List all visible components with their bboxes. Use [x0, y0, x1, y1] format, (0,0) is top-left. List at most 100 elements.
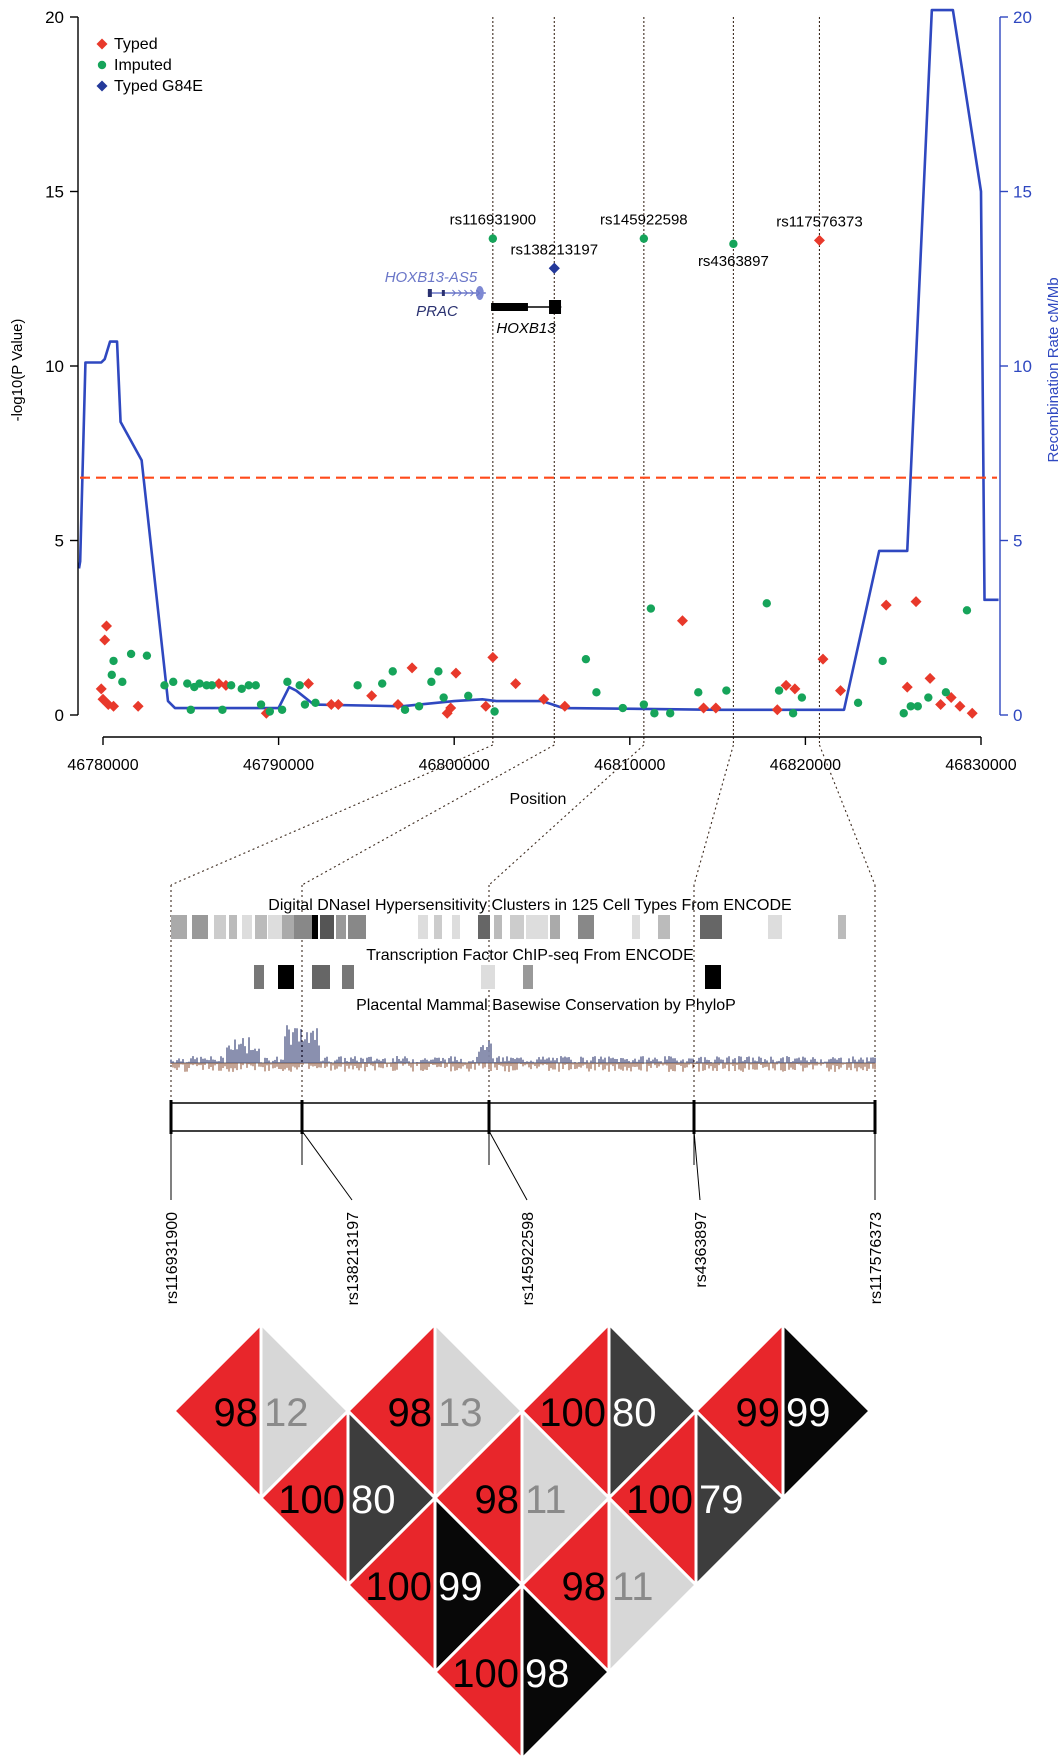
snp-point-imputed: [646, 604, 656, 613]
x-tick-label: 46820000: [770, 757, 841, 774]
snp-point-imputed: [592, 688, 601, 697]
snp-point-imputed: [694, 688, 703, 697]
snp-point-imputed: [226, 681, 236, 690]
snp-point-imputed: [118, 677, 127, 687]
y2-tick-label: 20: [1013, 8, 1032, 27]
snp-point-imputed: [434, 667, 443, 676]
ld-value-left: 99: [736, 1391, 781, 1435]
ld-value-left: 98: [562, 1565, 607, 1609]
dnase-cluster-box: [700, 915, 722, 939]
ld-value-right: 80: [351, 1478, 396, 1522]
snp-point-imputed: [788, 709, 798, 718]
snp-point-typed: [924, 672, 936, 684]
dnase-cluster-box: [312, 915, 318, 939]
dnase-cluster-box: [229, 915, 237, 939]
snp-point-typed: [366, 690, 378, 702]
snp-point-typed: [880, 599, 892, 611]
dnase-cluster-box: [171, 915, 187, 939]
zoom-connector-line: [818, 744, 876, 886]
snp-point-imputed: [378, 679, 387, 688]
dnase-cluster-box: [192, 915, 208, 939]
snp-points: [95, 262, 978, 719]
snp-point-typed: [487, 651, 499, 663]
ld-value-right: 13: [438, 1391, 483, 1435]
y-tick-label: 5: [55, 532, 64, 551]
snp-point-imputed: [107, 670, 116, 680]
highlighted-snp-marker: [813, 234, 825, 246]
snp-label-leader: [693, 1130, 701, 1201]
x-tick-label: 46800000: [419, 757, 490, 774]
y-tick-label: 10: [45, 357, 64, 376]
snp-point-typed: [966, 707, 978, 719]
dnase-cluster-box: [768, 915, 782, 939]
gene-label-prac: PRAC: [416, 303, 458, 320]
dnase-cluster-box: [214, 915, 226, 939]
snp-point-imputed: [913, 702, 922, 711]
legend: Typed Imputed Typed G84E: [96, 36, 203, 95]
dnase-cluster-box: [434, 915, 442, 939]
snp-point-typed: [101, 620, 113, 632]
snp-point-imputed: [277, 705, 287, 714]
dnase-track-title: Digital DNaseI Hypersensitivity Clusters…: [268, 897, 791, 914]
snp-point-typed: [901, 681, 913, 693]
gene-label-hoxb13: HOXB13: [496, 320, 556, 337]
snp-guide-lines: [492, 17, 820, 745]
snp-point-imputed: [924, 693, 933, 702]
snp-point-imputed: [581, 654, 591, 664]
highlighted-snp-label: rs4363897: [698, 253, 769, 270]
snp-point-imputed: [353, 681, 362, 690]
snp-point-imputed: [169, 677, 178, 687]
x-tick-label: 46810000: [594, 757, 665, 774]
ld-value-right: 79: [699, 1478, 744, 1522]
snp-point-imputed: [853, 698, 863, 707]
gene-label-hoxb13-as5: HOXB13-AS5: [385, 269, 478, 286]
tfbs-box: [481, 965, 495, 989]
snp-point-imputed: [160, 681, 169, 690]
highlighted-snp-label: rs116931900: [450, 212, 536, 229]
tf-chipseq-track: [254, 965, 721, 989]
snp-point-imputed: [218, 705, 227, 714]
ld-value-right: 11: [612, 1565, 654, 1609]
dnase-cluster-box: [282, 915, 294, 939]
legend-marker: [96, 80, 108, 92]
phylop-conservation-track: [170, 1025, 876, 1072]
highlighted-snp-label: rs117576373: [776, 213, 862, 230]
snp-point-typed: [835, 685, 847, 697]
x-tick-label: 46830000: [945, 757, 1016, 774]
recombination-rate-polyline: [77, 8, 999, 712]
snp-point-typed: [910, 596, 922, 608]
snp-point-typed: [676, 615, 688, 627]
dnase-cluster-box: [348, 915, 366, 939]
snp-point-imputed: [762, 599, 771, 608]
snp-label-leader: [301, 1130, 353, 1201]
highlighted-snp-marker: [488, 234, 498, 243]
snp-point-imputed: [639, 700, 649, 709]
dnase-cluster-box: [452, 915, 460, 939]
snp-point-typed: [325, 699, 337, 711]
snp-label: rs117576373: [868, 1212, 885, 1304]
snp-point-typed: [935, 699, 947, 711]
ld-value-left: 100: [365, 1565, 432, 1609]
zoom-connector-line: [693, 744, 734, 886]
highlighted-snp-marker: [548, 262, 560, 274]
snp-label: rs138213197: [345, 1212, 362, 1306]
ld-value-left: 98: [214, 1391, 259, 1435]
ld-value-left: 100: [626, 1478, 693, 1522]
y-tick-label: 0: [55, 706, 64, 725]
dnase-clusters-track: [171, 915, 846, 939]
legend-label: Typed G84E: [114, 78, 203, 95]
gene-exon-prac: [427, 289, 432, 297]
dnase-cluster-box: [320, 915, 334, 939]
ld-value-right: 99: [786, 1391, 831, 1435]
snp-point-imputed: [183, 679, 192, 688]
snp-point-typed: [538, 693, 550, 705]
snp-point-typed: [510, 678, 522, 690]
snp-point-imputed: [464, 691, 473, 701]
tfbs-box: [342, 965, 354, 989]
snp-point-typed: [780, 679, 792, 691]
tfbs-box: [705, 965, 721, 989]
snp-point-typed: [559, 700, 571, 712]
snp-label: rs116931900: [164, 1212, 181, 1304]
